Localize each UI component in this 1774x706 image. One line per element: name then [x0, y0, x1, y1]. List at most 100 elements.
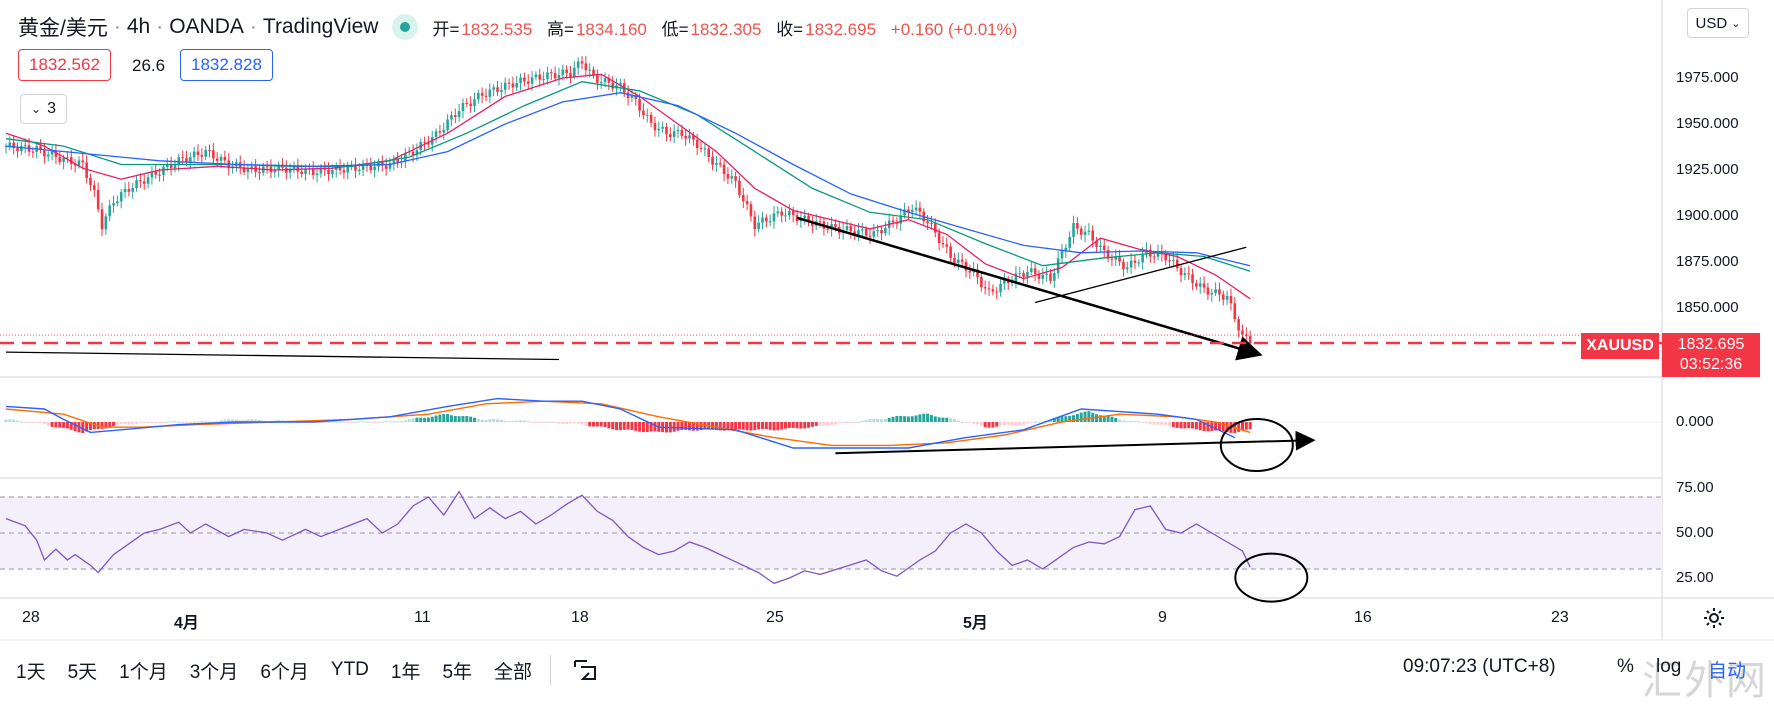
candle-body — [953, 257, 956, 263]
clock-timezone[interactable]: 09:07:23 (UTC+8) — [1403, 656, 1556, 677]
candle-body — [392, 158, 396, 164]
range-1y[interactable]: 1年 — [390, 661, 421, 683]
candle-body — [292, 165, 296, 169]
bottom-toolbar: 1天 5天 1个月 3个月 6个月 YTD 1年 5年 全部 — [0, 644, 1774, 696]
candle-body — [503, 82, 507, 90]
candle-body — [450, 115, 453, 120]
macd-histogram-bar — [937, 417, 941, 422]
candle-body — [1099, 245, 1102, 248]
ohlc-values: 开= 1832.535 高= 1834.160 低= 1832.305 收= 1832.… — [432, 15, 1019, 40]
time-tick-label: 9 — [1158, 609, 1167, 626]
indicator-count: 3 — [47, 100, 56, 117]
macd-histogram-bar — [695, 422, 699, 431]
macd-histogram-bar — [238, 420, 242, 422]
macd-histogram-bar — [380, 421, 384, 423]
macd-histogram-bar — [688, 422, 692, 431]
toolbar-divider — [550, 655, 552, 685]
compare-icon[interactable] — [571, 657, 599, 683]
macd-histogram-bar — [62, 422, 66, 428]
macd-histogram-bar — [8, 419, 12, 422]
macd-histogram-bar — [1025, 422, 1029, 424]
macd-histogram-bar — [108, 422, 112, 428]
macd-histogram-bar — [127, 422, 131, 425]
candle-body — [1248, 336, 1252, 344]
interval[interactable]: 4h — [126, 15, 151, 38]
macd-histogram-bar — [914, 415, 918, 422]
macd-histogram-bar — [972, 422, 976, 424]
candle-body — [154, 171, 158, 175]
symbol-name[interactable]: 黄金/美元 — [18, 17, 108, 40]
currency-select[interactable]: USD ⌄ — [1687, 8, 1749, 38]
candle-body — [818, 221, 822, 223]
candle-body — [980, 276, 983, 288]
candle-body — [69, 157, 73, 165]
candle-body — [884, 228, 887, 234]
macd-histogram-bar — [995, 422, 999, 427]
macd-histogram-bar — [219, 420, 223, 422]
candle-body — [703, 148, 707, 150]
indicators-collapse-button[interactable]: ⌄ 3 — [20, 94, 67, 124]
macd-histogram-bar — [1002, 422, 1006, 426]
macd-histogram-bar — [903, 416, 907, 422]
macd-histogram-bar — [757, 422, 761, 430]
candle-body — [1175, 259, 1179, 269]
macd-histogram-bar — [146, 422, 150, 423]
macd-histogram-bar — [65, 422, 69, 429]
candle-body — [526, 81, 530, 84]
range-5d[interactable]: 5天 — [67, 661, 98, 683]
buy-price-button[interactable]: 1832.828 — [180, 49, 273, 81]
candle-body — [23, 145, 27, 147]
candle-body — [672, 131, 676, 137]
range-5y[interactable]: 5年 — [442, 661, 473, 683]
macd-histogram-bar — [353, 421, 357, 423]
candle-body — [185, 158, 188, 163]
platform: TradingView — [262, 15, 379, 38]
macd-histogram-bar — [246, 419, 250, 422]
candle-body — [196, 151, 200, 155]
macd-histogram-bar — [400, 421, 404, 423]
range-ytd[interactable]: YTD — [330, 659, 369, 680]
candle-body — [93, 185, 96, 190]
candle-body — [918, 207, 922, 212]
macd-histogram-bar — [1221, 422, 1225, 432]
candle-body — [803, 215, 807, 219]
sell-price-button[interactable]: 1832.562 — [18, 49, 111, 81]
candle-body — [788, 210, 791, 216]
candle-body — [296, 165, 300, 172]
range-all[interactable]: 全部 — [494, 661, 533, 683]
percent-toggle[interactable]: % — [1617, 656, 1634, 677]
macd-histogram-bar — [960, 421, 964, 423]
range-3m[interactable]: 3个月 — [189, 661, 239, 683]
log-toggle[interactable]: log — [1656, 656, 1682, 677]
auto-scale-toggle[interactable]: 自动 — [1708, 661, 1747, 682]
macd-histogram-bar — [561, 422, 565, 425]
macd-histogram-bar — [1133, 420, 1137, 422]
candle-body — [1026, 271, 1029, 277]
macd-histogram-bar — [73, 422, 77, 432]
macd-histogram-bar — [952, 419, 956, 422]
candle-body — [246, 167, 250, 173]
candle-body — [250, 166, 254, 168]
price-tick-label: 1850.000 — [1676, 299, 1739, 316]
range-1d[interactable]: 1天 — [16, 661, 46, 683]
settings-gear-icon[interactable] — [1702, 606, 1726, 630]
macd-histogram-bar — [227, 419, 231, 422]
candle-body — [415, 150, 419, 156]
candle-body — [688, 135, 691, 139]
macd-histogram-bar — [211, 421, 215, 423]
macd-histogram-bar — [576, 422, 580, 424]
range-1m[interactable]: 1个月 — [119, 661, 168, 683]
macd-histogram-bar — [622, 422, 626, 430]
rsi-tick-label: 50.00 — [1676, 524, 1714, 541]
range-6m[interactable]: 6个月 — [260, 661, 309, 683]
candle-body — [1214, 289, 1217, 294]
macd-histogram-bar — [799, 422, 803, 429]
macd-histogram-bar — [257, 419, 261, 422]
macd-histogram-bar — [1248, 422, 1252, 430]
candle-body — [77, 160, 81, 166]
macd-histogram-bar — [415, 417, 419, 422]
candle-body — [1179, 268, 1183, 276]
macd-histogram-bar — [791, 422, 795, 428]
